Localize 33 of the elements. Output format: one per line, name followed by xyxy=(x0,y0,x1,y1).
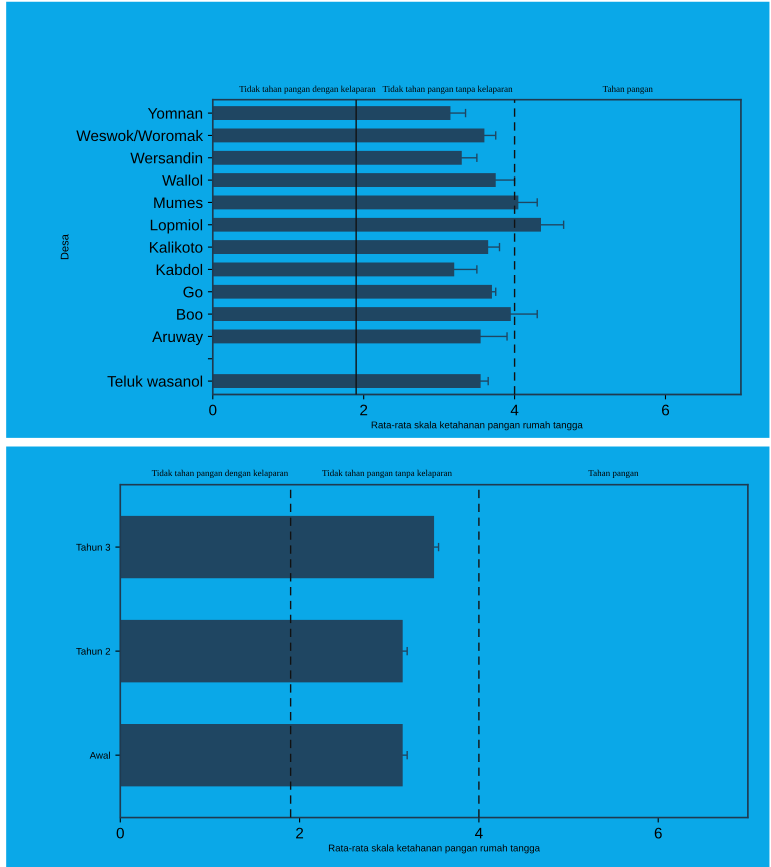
x-tick-label: 6 xyxy=(662,404,670,416)
y-tick-label: Kalikoto xyxy=(150,242,202,253)
x-tick-label: 6 xyxy=(654,828,662,839)
y-tick-label: Go xyxy=(183,286,202,298)
bar xyxy=(212,284,492,299)
y-axis-title: Desa xyxy=(60,234,69,260)
x-tick-label: 2 xyxy=(296,828,304,838)
x-tick-label: 4 xyxy=(475,828,483,838)
text: Tidak tahan pangan dengan kelaparan xyxy=(152,470,288,478)
y-tick-label: Yomnan xyxy=(148,108,202,119)
y-tick-label: Teluk wasanol xyxy=(107,376,202,387)
x-axis-title: Rata-rata skala ketahanan pangan rumah tangga xyxy=(328,844,540,854)
y-tick-label: Weswok/Woromak xyxy=(76,130,204,142)
x-tick-label: 2 xyxy=(360,404,368,416)
x-tick-label: 0 xyxy=(209,404,216,416)
text: Tahan pangan xyxy=(588,470,638,478)
y-tick-label: Awal xyxy=(90,752,110,759)
y-tick-label: Wersandin xyxy=(130,152,202,164)
y-tick-label: Mumes xyxy=(154,197,203,208)
y-tick-label: Kabdol xyxy=(156,264,202,276)
text: Tidak tahan pangan tanpa kelaparan xyxy=(322,470,452,478)
y-tick-label: Tahun 3 xyxy=(76,544,110,551)
y-tick-label: Aruway xyxy=(152,331,204,346)
text: Tidak tahan pangan dengan kelaparan xyxy=(239,86,376,94)
y-tick-label: Boo xyxy=(177,309,202,320)
y-tick-label: Wallol xyxy=(162,174,202,186)
text: Tidak tahan pangan tanpa kelaparan xyxy=(382,86,512,94)
x-axis-title: Rata-rata skala ketahanan pangan rumah tangga xyxy=(372,421,583,430)
text: Tahan pangan xyxy=(602,86,653,94)
x-tick-label: 0 xyxy=(116,828,124,839)
y-tick-label: Tahun 2 xyxy=(76,648,110,655)
x-tick-label: 4 xyxy=(510,404,518,416)
y-tick-label: Lopmiol xyxy=(150,219,202,234)
